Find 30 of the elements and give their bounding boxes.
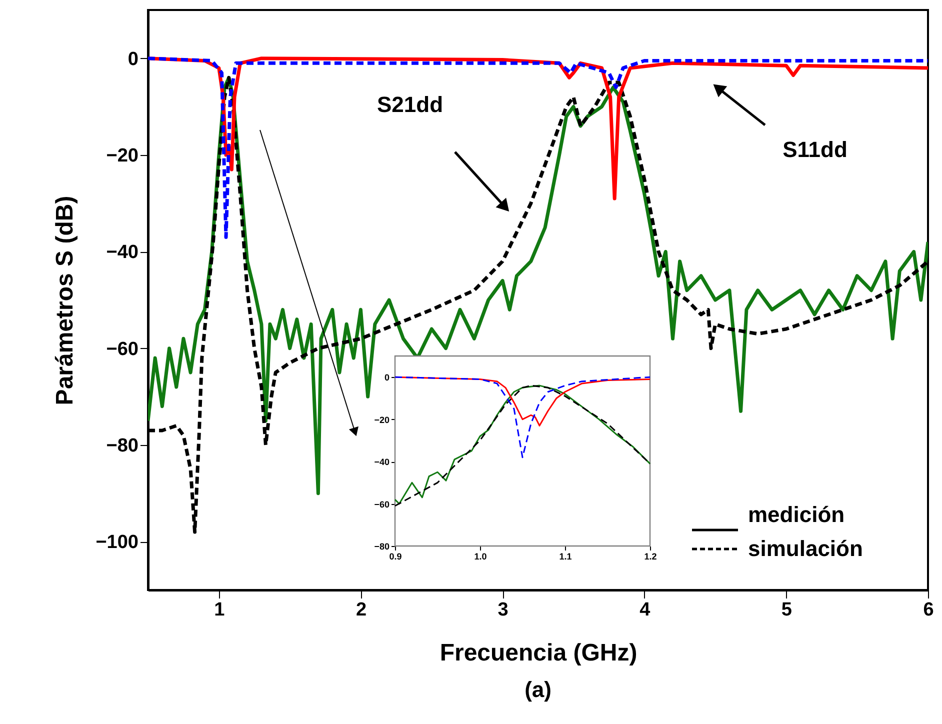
x-tick-label: 5 (781, 600, 792, 620)
y-tick-label: −40 (374, 457, 390, 468)
x-tick-label: 1.1 (559, 552, 572, 562)
x-tick-label: 4 (640, 600, 651, 620)
x-tick-label: 1.2 (644, 552, 657, 562)
annotation: medición (748, 502, 845, 527)
annotation: S21dd (376, 92, 444, 117)
annotation: S11dd (782, 137, 848, 162)
y-tick-label: 0 (384, 372, 390, 383)
y-tick-label: −80 (374, 542, 390, 552)
y-axis-title: Parámetros S (dB) (52, 196, 79, 406)
y-tick-label: −40 (106, 242, 138, 264)
y-tick-label: −80 (106, 436, 138, 456)
y-tick-label: −20 (374, 414, 390, 425)
annotation: simulación (748, 536, 863, 561)
x-tick-label: 2 (356, 600, 367, 620)
y-tick-label: −100 (96, 532, 138, 554)
text: (a) (524, 677, 552, 702)
y-tick-label: −60 (106, 338, 138, 360)
x-tick-label: 6 (923, 600, 934, 620)
x-tick-label: 0.9 (389, 552, 402, 562)
x-tick-label: 1.0 (474, 552, 487, 562)
x-axis-title: Frecuencia (GHz) (440, 640, 638, 666)
y-tick-label: −60 (374, 499, 390, 510)
y-tick-label: −20 (106, 146, 138, 166)
x-tick-label: 1 (214, 600, 226, 620)
line-series (148, 56, 928, 239)
y-tick-label: 0 (128, 48, 138, 70)
line-series (394, 376, 651, 458)
x-tick-label: 3 (498, 600, 508, 620)
